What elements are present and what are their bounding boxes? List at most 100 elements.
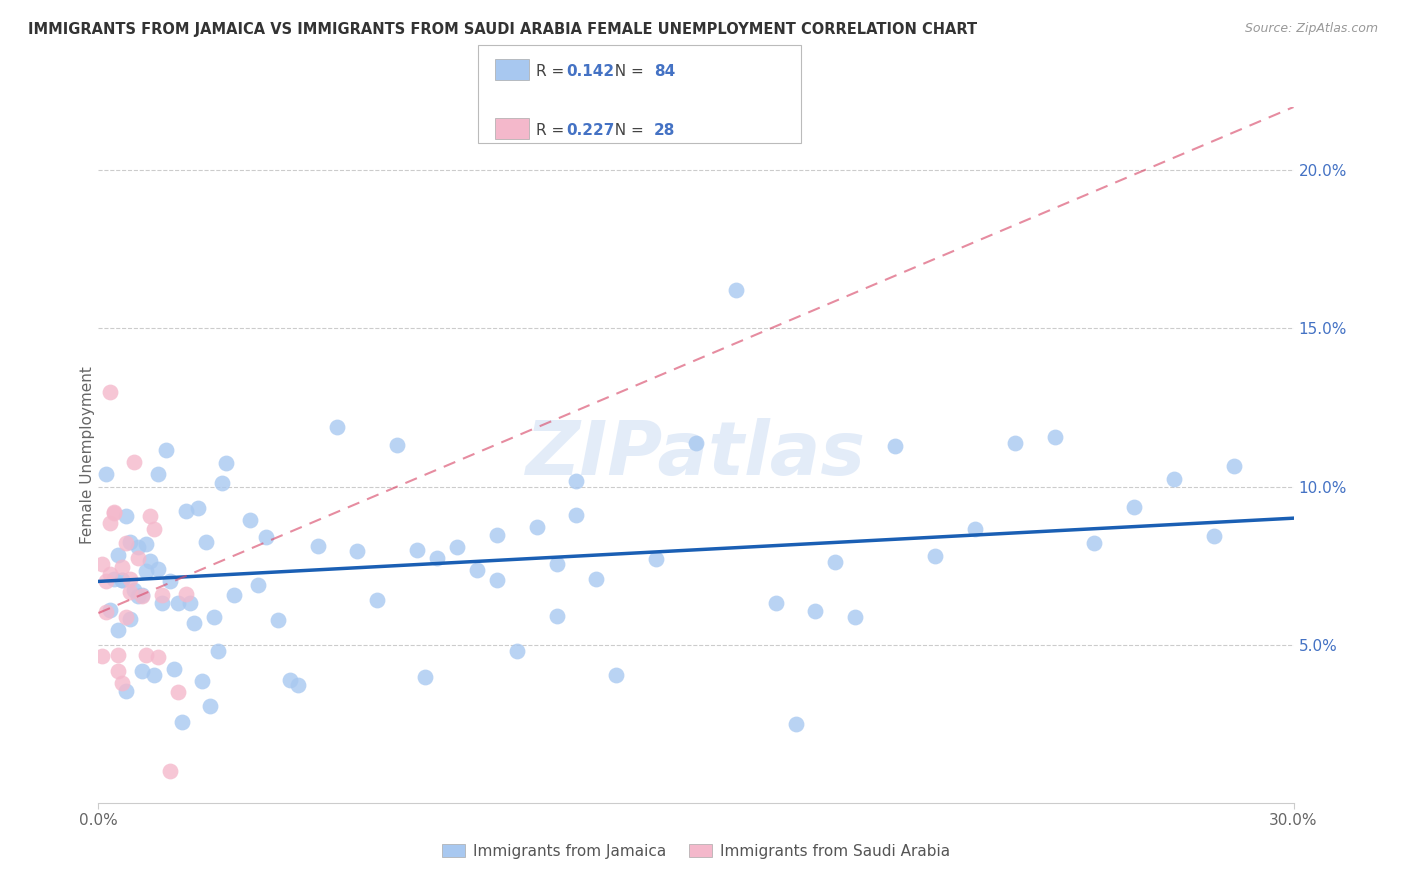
Point [115,536,138,550]
Point [127,589,149,603]
Point [135,564,157,578]
Point [183,616,205,631]
Point [115,508,138,523]
Point [565,475,588,489]
Point [111,573,134,587]
Point [585,572,607,586]
Point [103,505,125,519]
Point [124,455,146,469]
Point [765,596,787,610]
Point [924,549,946,563]
Point [135,537,157,551]
Text: N =: N = [605,123,648,138]
Point [96,467,118,481]
Point [506,643,529,657]
Point [139,554,162,568]
Point [120,612,142,626]
Point [91,557,114,571]
Point [1083,536,1105,550]
Point [187,501,209,516]
Point [131,589,153,603]
Point [884,439,907,453]
Point [107,624,129,638]
Point [148,561,170,575]
Point [1222,459,1246,474]
Point [326,420,349,434]
Point [107,548,129,562]
Text: Source: ZipAtlas.com: Source: ZipAtlas.com [1244,22,1378,36]
Point [465,563,488,577]
Point [143,522,166,536]
Point [485,527,508,541]
Point [685,436,707,450]
Point [111,675,134,690]
Point [150,588,173,602]
Point [100,603,122,617]
Point [195,535,218,549]
Point [96,606,118,620]
Point [127,541,149,555]
Point [546,557,568,571]
Point [785,716,807,731]
Point [287,678,309,692]
Point [1043,430,1066,444]
Text: R =: R = [536,123,569,138]
Point [198,699,221,714]
Point [406,543,429,558]
Point [167,596,190,610]
Point [546,609,568,624]
Point [91,649,114,664]
Point [148,649,170,664]
Point [103,572,125,586]
Point [385,438,409,452]
Point [179,596,201,610]
Point [100,516,122,530]
Point [267,613,290,627]
Point [211,475,233,490]
Point [96,574,118,588]
Point [963,522,986,536]
Text: IMMIGRANTS FROM JAMAICA VS IMMIGRANTS FROM SAUDI ARABIA FEMALE UNEMPLOYMENT CORR: IMMIGRANTS FROM JAMAICA VS IMMIGRANTS FR… [28,22,977,37]
Point [824,555,846,569]
Point [111,560,134,574]
Y-axis label: Female Unemployment: Female Unemployment [80,366,94,544]
Point [239,513,262,527]
Point [115,609,138,624]
Text: 28: 28 [654,123,675,138]
Point [150,596,173,610]
Point [120,573,142,587]
Point [1163,472,1185,486]
Point [565,508,588,523]
Point [366,593,388,607]
Point [143,668,166,682]
Point [1004,436,1026,450]
Point [222,588,245,602]
Point [202,610,225,624]
Text: R =: R = [536,64,569,79]
Point [107,664,129,678]
Point [131,664,153,678]
Point [844,610,866,624]
Text: N =: N = [605,64,648,79]
Point [155,442,177,457]
Point [605,668,627,682]
Text: ZIPatlas: ZIPatlas [526,418,866,491]
Point [191,673,214,688]
Point [215,456,238,470]
Point [163,662,186,676]
Point [645,552,668,566]
Point [172,714,194,729]
Point [278,673,301,687]
Point [159,764,181,779]
Text: 84: 84 [654,64,675,79]
Point [159,574,181,588]
Text: 0.227: 0.227 [567,123,614,138]
Point [111,573,134,587]
Point [724,284,747,298]
Point [139,508,162,523]
Point [174,586,197,600]
Point [115,684,138,698]
Point [426,550,449,565]
Point [120,534,142,549]
Point [526,520,548,534]
